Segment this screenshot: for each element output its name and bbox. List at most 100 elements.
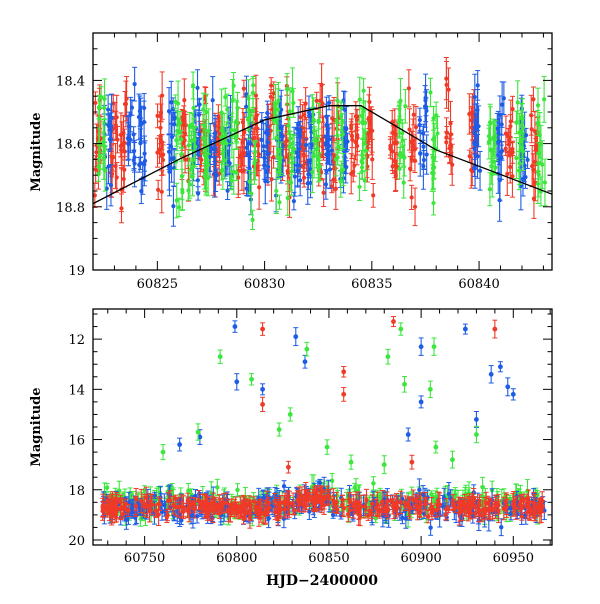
top-x-tick-label: 60830 xyxy=(244,277,285,292)
bottom-outlier-point xyxy=(325,440,330,454)
bottom-outlier-point xyxy=(293,328,298,346)
top-red-point xyxy=(413,188,418,226)
top-green-point xyxy=(191,72,196,99)
top-green-point xyxy=(403,90,408,123)
top-red-point xyxy=(505,152,510,195)
top-green-point xyxy=(252,142,257,184)
top-y-tick-label: 18.8 xyxy=(56,201,85,216)
top-green-point xyxy=(334,105,339,135)
bottom-green-point xyxy=(235,484,240,496)
top-x-tick-label: 60840 xyxy=(458,277,499,292)
bottom-outlier-point xyxy=(304,342,309,356)
top-blue-point xyxy=(421,143,426,189)
top-blue-point xyxy=(327,96,332,110)
top-red-point xyxy=(349,119,354,132)
bottom-data-points xyxy=(100,317,547,536)
bottom-outlier-point xyxy=(409,455,414,469)
bottom-y-tick-label: 18 xyxy=(68,484,85,499)
top-green-point xyxy=(285,74,290,105)
bottom-x-axis-label: HJD−2400000 xyxy=(266,573,378,589)
bottom-outlier-point xyxy=(406,428,411,441)
bottom-outlier-point xyxy=(489,366,494,383)
bottom-outlier-point xyxy=(341,387,346,401)
top-red-point xyxy=(203,88,208,104)
bottom-green-point xyxy=(371,477,376,490)
top-red-point xyxy=(371,183,376,207)
bottom-y-tick-label: 14 xyxy=(68,383,85,398)
bottom-outlier-point xyxy=(432,338,437,355)
top-red-point xyxy=(156,180,161,199)
bottom-outlier-point xyxy=(277,423,282,436)
top-green-point xyxy=(231,72,236,98)
bottom-outlier-point xyxy=(234,374,239,390)
bottom-blue-point xyxy=(499,519,504,536)
top-green-point xyxy=(431,191,436,215)
bottom-outlier-point xyxy=(161,445,166,460)
bottom-y-tick-label: 12 xyxy=(68,333,85,348)
top-y-tick-label: 19 xyxy=(68,264,85,279)
bottom-outlier-point xyxy=(474,426,479,442)
bottom-outlier-point xyxy=(260,323,265,336)
top-green-point xyxy=(361,79,366,103)
bottom-outlier-point xyxy=(463,324,468,334)
top-blue-point xyxy=(196,187,201,200)
top-green-point xyxy=(542,76,547,122)
top-green-point xyxy=(290,68,295,115)
top-red-point xyxy=(159,171,164,213)
top-green-point xyxy=(357,173,362,200)
top-green-point xyxy=(431,106,436,130)
bottom-outlier-point xyxy=(288,408,293,421)
bottom-outlier-point xyxy=(398,323,403,335)
top-green-point xyxy=(173,95,178,109)
bottom-outlier-point xyxy=(232,321,237,333)
top-blue-point xyxy=(421,126,426,140)
bottom-outlier-point xyxy=(402,377,407,393)
top-blue-point xyxy=(132,67,137,101)
top-red-point xyxy=(444,132,449,153)
bottom-outlier-point xyxy=(474,412,479,428)
bottom-outlier-point xyxy=(428,381,433,397)
bottom-outlier-point xyxy=(302,355,307,368)
bottom-outlier-point xyxy=(419,396,424,408)
top-x-tick-label: 60835 xyxy=(351,277,392,292)
bottom-x-tick-label: 60950 xyxy=(493,551,534,566)
bottom-outlier-point xyxy=(385,349,390,364)
bottom-outlier-point xyxy=(249,374,254,385)
top-green-point xyxy=(251,77,256,94)
bottom-x-tick-label: 60750 xyxy=(124,551,165,566)
top-red-point xyxy=(349,154,354,194)
bottom-outlier-point xyxy=(177,438,182,451)
bottom-x-tick-label: 60800 xyxy=(216,551,257,566)
bottom-outlier-point xyxy=(505,378,510,396)
bottom-outlier-point xyxy=(218,350,223,363)
bottom-outlier-point xyxy=(286,461,291,473)
top-red-point xyxy=(349,114,354,159)
bottom-y-axis-label: Magnitude xyxy=(29,387,44,466)
bottom-outlier-point xyxy=(349,455,354,469)
top-red-point xyxy=(122,152,127,187)
bottom-y-tick-label: 20 xyxy=(68,534,85,549)
top-green-point xyxy=(401,167,406,198)
bottom-outlier-point xyxy=(260,384,265,395)
top-red-point xyxy=(406,70,411,107)
bottom-outlier-point xyxy=(450,451,455,468)
bottom-y-tick-label: 16 xyxy=(68,434,85,449)
bottom-outlier-point xyxy=(341,367,346,377)
bottom-outlier-point xyxy=(391,317,396,327)
bottom-green-point xyxy=(330,473,335,488)
bottom-outlier-point xyxy=(419,338,424,355)
bottom-outlier-point xyxy=(260,397,265,411)
bottom-outlier-point xyxy=(498,362,503,372)
bottom-outlier-point xyxy=(382,456,387,474)
bottom-x-tick-label: 60850 xyxy=(308,551,349,566)
bottom-outlier-point xyxy=(492,320,497,338)
bottom-outlier-point xyxy=(433,441,438,453)
bottom-green-point xyxy=(105,484,110,492)
top-y-tick-label: 18.4 xyxy=(56,74,85,89)
bottom-outlier-point xyxy=(511,389,516,400)
top-y-axis-label: Magnitude xyxy=(29,112,44,191)
